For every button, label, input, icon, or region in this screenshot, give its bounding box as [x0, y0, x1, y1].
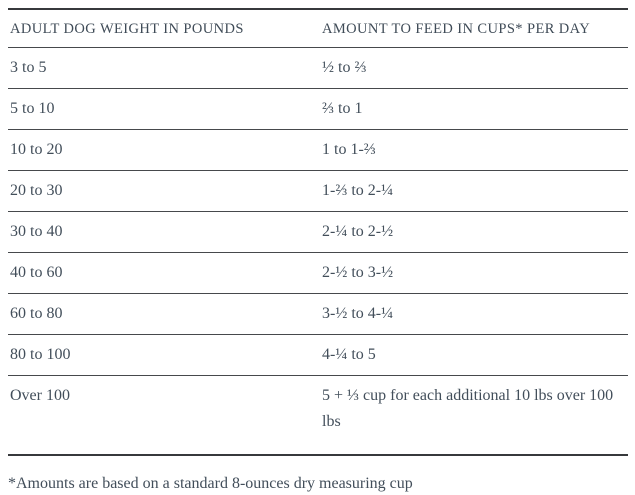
column-header-amount: AMOUNT TO FEED IN CUPS* PER DAY	[322, 21, 591, 37]
weight-cell: 5 to 10	[10, 100, 55, 117]
table-head: ADULT DOG WEIGHT IN POUNDS AMOUNT TO FEE…	[8, 9, 628, 48]
weight-cell: 10 to 20	[10, 141, 63, 158]
table-row: 20 to 30 1-⅔ to 2-¼	[8, 171, 628, 212]
table-header-row: ADULT DOG WEIGHT IN POUNDS AMOUNT TO FEE…	[8, 9, 628, 48]
weight-cell: 3 to 5	[10, 59, 47, 76]
table-row: 3 to 5 ½ to ⅔	[8, 48, 628, 89]
weight-cell: 20 to 30	[10, 182, 63, 199]
amount-cell: 5 + ⅓ cup for each additional 10 lbs ove…	[322, 387, 614, 430]
table-body: 3 to 5 ½ to ⅔ 5 to 10 ⅔ to 1 10 to 20 1 …	[8, 48, 628, 456]
table-row: 30 to 40 2-¼ to 2-½	[8, 212, 628, 253]
weight-cell: 30 to 40	[10, 223, 63, 240]
footnote: *Amounts are based on a standard 8-ounce…	[8, 475, 413, 492]
weight-cell: Over 100	[10, 387, 70, 404]
table-row: 60 to 80 3-½ to 4-¼	[8, 294, 628, 335]
amount-cell: 2-¼ to 2-½	[322, 223, 394, 240]
amount-cell: 1 to 1-⅔	[322, 141, 376, 158]
table-row: 5 to 10 ⅔ to 1	[8, 89, 628, 130]
table-row: 40 to 60 2-½ to 3-½	[8, 253, 628, 294]
table-row: 80 to 100 4-¼ to 5	[8, 335, 628, 376]
column-header-weight: ADULT DOG WEIGHT IN POUNDS	[10, 21, 244, 37]
amount-cell: 4-¼ to 5	[322, 346, 376, 363]
amount-cell: ⅔ to 1	[322, 100, 363, 117]
dog-feeding-chart-table: ADULT DOG WEIGHT IN POUNDS AMOUNT TO FEE…	[8, 8, 628, 456]
weight-cell: 60 to 80	[10, 305, 63, 322]
amount-cell: 3-½ to 4-¼	[322, 305, 394, 322]
amount-cell: 1-⅔ to 2-¼	[322, 182, 394, 199]
weight-cell: 80 to 100	[10, 346, 71, 363]
amount-cell: ½ to ⅔	[322, 59, 367, 76]
table-row: 10 to 20 1 to 1-⅔	[8, 130, 628, 171]
table-row: Over 100 5 + ⅓ cup for each additional 1…	[8, 376, 628, 456]
weight-cell: 40 to 60	[10, 264, 63, 281]
amount-cell: 2-½ to 3-½	[322, 264, 394, 281]
